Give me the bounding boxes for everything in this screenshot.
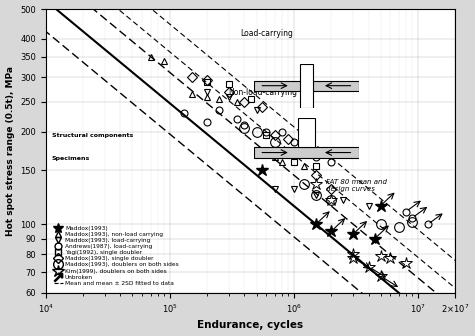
Y-axis label: Hot spot stress range (0.5t), MPa: Hot spot stress range (0.5t), MPa [6, 66, 15, 236]
Bar [254, 81, 359, 91]
Bar [254, 148, 359, 158]
Bar [300, 64, 313, 108]
Text: FAT 80 mean and
design curves: FAT 80 mean and design curves [326, 179, 387, 192]
Text: Structural components: Structural components [52, 133, 133, 138]
Bar [298, 118, 315, 148]
X-axis label: Endurance, cycles: Endurance, cycles [198, 321, 304, 330]
Text: Non-load-carrying: Non-load-carrying [228, 88, 297, 97]
Text: Specimens: Specimens [52, 156, 90, 161]
Text: Load-carrying: Load-carrying [240, 29, 293, 38]
Legend: Maddox(1993), Maddox(1993), non-load carrying, Maddox(1993), load-carrying, Andr: Maddox(1993), Maddox(1993), non-load car… [53, 224, 180, 287]
